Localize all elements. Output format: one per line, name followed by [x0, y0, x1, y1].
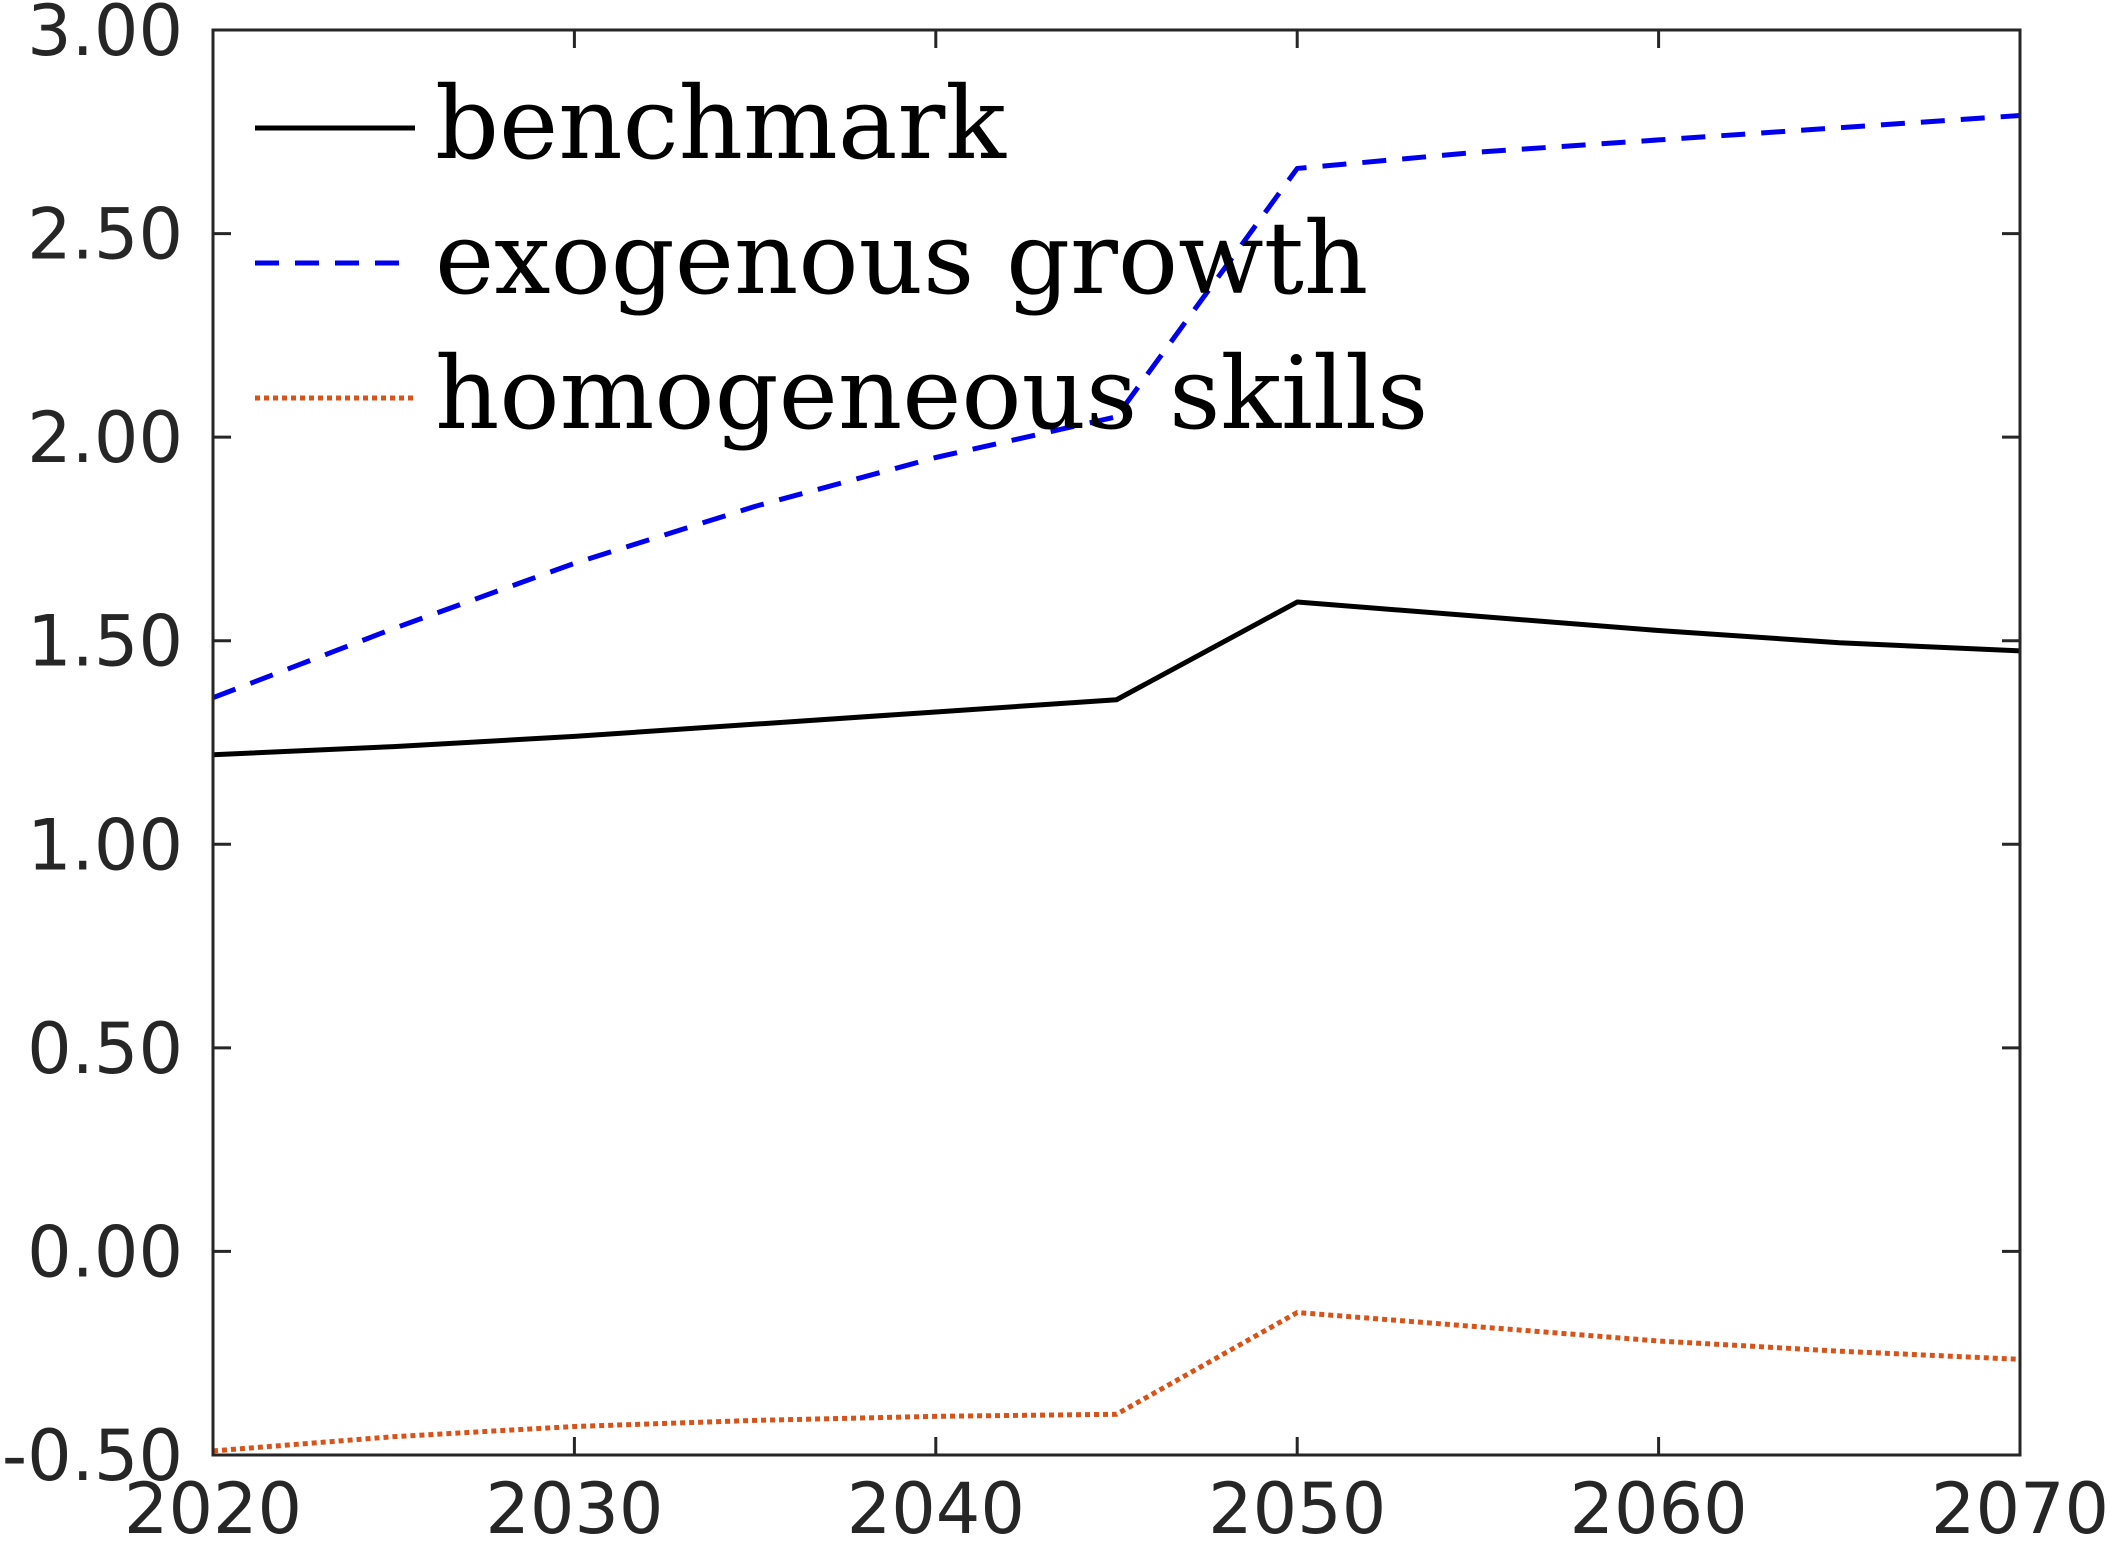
legend-label-homogeneous-skills: homogeneous skills: [435, 335, 1428, 452]
legend: benchmark exogenous growth homogeneous ski…: [255, 65, 1428, 452]
legend-label-benchmark: benchmark: [435, 65, 1007, 182]
y-axis-tick-labels: -0.50 0.00 0.50 1.00 1.50 2.00 2.50 3.00: [2, 0, 183, 1497]
y-tick-label: 0.50: [27, 1008, 183, 1090]
y-tick-label: 2.00: [27, 397, 183, 479]
x-axis-tick-labels: 2020 2030 2040 2050 2060 2070: [124, 1468, 2109, 1550]
plot-frame: [211, 28, 2022, 1457]
x-tick-label: 2020: [124, 1468, 302, 1550]
y-tick-label: 1.50: [27, 601, 183, 683]
x-tick-label: 2030: [485, 1468, 663, 1550]
x-tick-label: 2050: [1208, 1468, 1386, 1550]
series-line-exogenous-growth: [212, 113, 2021, 701]
series-lines: [212, 113, 2021, 1454]
series-line-homogeneous-skills: [212, 1310, 2021, 1454]
y-tick-label: 1.00: [27, 804, 183, 886]
y-tick-label: -0.50: [2, 1415, 183, 1497]
x-tick-label: 2060: [1570, 1468, 1748, 1550]
x-tick-label: 2070: [1931, 1468, 2109, 1550]
x-tick-label: 2040: [847, 1468, 1025, 1550]
y-tick-label: 2.50: [27, 194, 183, 276]
y-tick-label: 0.00: [27, 1211, 183, 1293]
legend-label-exogenous-growth: exogenous growth: [435, 200, 1368, 317]
series-line-benchmark: [212, 599, 2021, 758]
y-tick-label: 3.00: [27, 0, 183, 72]
